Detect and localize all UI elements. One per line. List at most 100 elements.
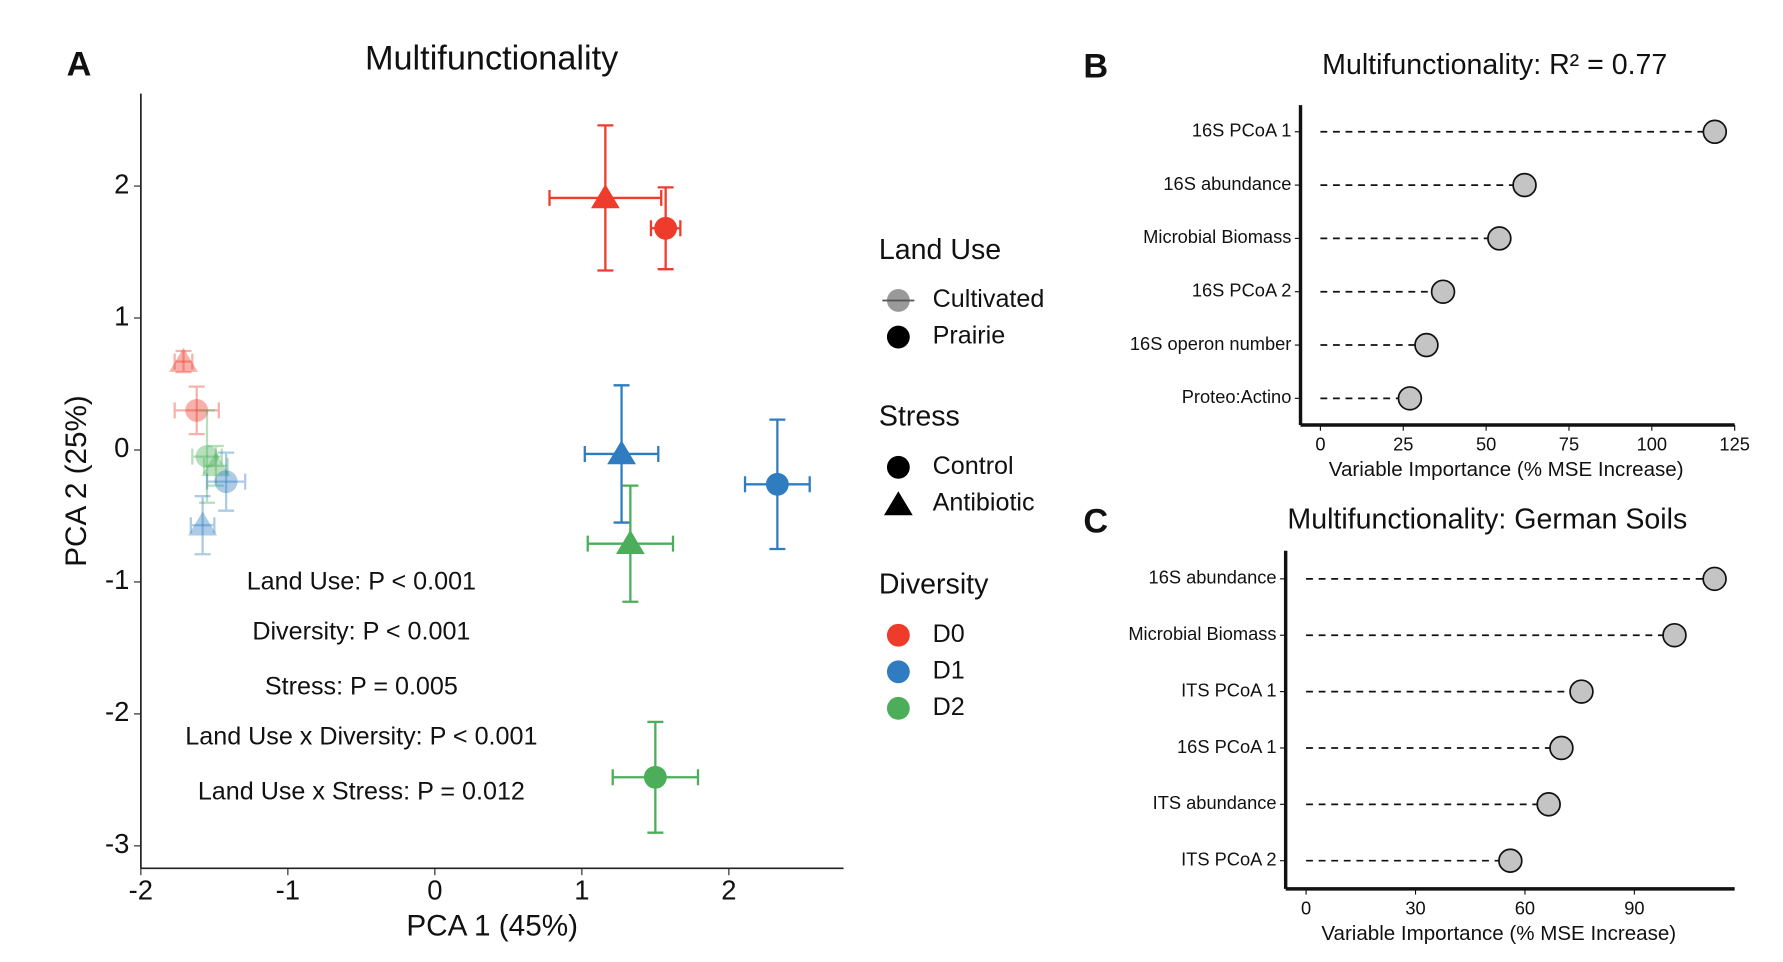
y-tick-label: Proteo:Actino: [1182, 386, 1292, 407]
annotation: Stress: P = 0.005: [265, 672, 458, 700]
point: [654, 216, 678, 240]
y-tick-label: 16S abundance: [1149, 567, 1277, 588]
y-error-bar: [188, 385, 205, 436]
y-error-bar: [207, 444, 224, 487]
x-tick-label: 90: [1624, 897, 1644, 918]
x-tick-label: 75: [1559, 433, 1579, 454]
y-error-bar: [175, 349, 192, 374]
x-error-bar: [205, 473, 247, 490]
point: [643, 765, 667, 789]
y-tick-label: 16S PCoA 2: [1192, 280, 1292, 301]
dot: [1569, 679, 1594, 704]
legend-title: Diversity: [879, 569, 989, 601]
point: [214, 470, 238, 494]
dot: [1430, 279, 1456, 305]
x-axis-title: Variable Importance (% MSE Increase): [1321, 922, 1676, 945]
x-axis-title: PCA 1 (45%): [406, 910, 578, 943]
dot: [1512, 172, 1537, 198]
legend-label: Prairie: [933, 322, 1006, 350]
x-tick-label: 125: [1719, 433, 1749, 454]
point: [615, 529, 645, 554]
annotation: Land Use: P < 0.001: [247, 567, 476, 595]
y-tick-label: -2: [105, 696, 129, 727]
chart-title: Multifunctionality: German Soils: [1287, 504, 1687, 536]
chart-title: Multifunctionality: [365, 40, 619, 78]
annotation: Land Use x Stress: P = 0.012: [198, 778, 525, 806]
point: [188, 511, 218, 536]
x-tick-label: 30: [1405, 897, 1425, 918]
y-error-bar: [218, 451, 235, 512]
legend-label: Cultivated: [933, 285, 1045, 313]
dot: [1549, 735, 1574, 761]
panel-label: C: [1083, 502, 1108, 540]
dot: [1414, 332, 1439, 358]
panel-label: A: [67, 45, 92, 83]
y-error-bar: [199, 409, 216, 504]
dot: [1498, 848, 1523, 873]
dot: [1662, 622, 1687, 648]
y-tick-label: 2: [114, 168, 129, 199]
point: [201, 452, 231, 477]
chart-title: Multifunctionality: R² = 0.77: [1322, 49, 1667, 81]
x-tick-label: 0: [427, 875, 442, 906]
dot: [1536, 792, 1561, 817]
x-tick-label: 50: [1476, 433, 1496, 454]
point: [607, 440, 636, 465]
legend-label: D2: [933, 693, 965, 721]
y-tick-label: -3: [105, 828, 129, 859]
y-tick-label: 16S PCoA 1: [1192, 120, 1292, 141]
legend-symbol: [886, 623, 910, 647]
x-axis-title: Variable Importance (% MSE Increase): [1329, 458, 1684, 481]
legend-symbol: [886, 660, 910, 684]
y-axis-title: PCA 2 (25%): [60, 395, 93, 567]
x-tick-label: 0: [1301, 897, 1311, 918]
panel-label: B: [1083, 48, 1108, 86]
legend-label: D1: [933, 656, 965, 684]
legend-symbol: [886, 696, 910, 720]
x-error-bar: [191, 448, 223, 465]
legend-label: Control: [933, 452, 1014, 480]
y-tick-label: Microbial Biomass: [1128, 623, 1276, 644]
y-tick-label: 16S operon number: [1130, 333, 1291, 354]
x-tick-label: -1: [276, 875, 300, 906]
x-error-bar: [202, 457, 229, 474]
x-tick-label: 60: [1515, 897, 1535, 918]
legend-symbol: [883, 491, 913, 516]
dot: [1397, 386, 1423, 411]
annotation: Land Use x Diversity: P < 0.001: [185, 723, 537, 751]
annotation: Diversity: P < 0.001: [252, 618, 470, 646]
y-tick-label: ITS abundance: [1153, 792, 1277, 813]
dot: [1487, 226, 1512, 251]
y-tick-label: ITS PCoA 1: [1181, 679, 1276, 700]
legend-label: D0: [933, 620, 965, 648]
dot: [1702, 566, 1727, 592]
x-tick-label: 1: [574, 875, 589, 906]
y-tick-label: 1: [114, 300, 129, 331]
x-tick-label: -2: [129, 875, 153, 906]
x-error-bar: [173, 353, 194, 370]
point: [590, 184, 620, 209]
y-tick-label: 0: [114, 432, 129, 463]
legend-title: Stress: [879, 401, 960, 433]
y-tick-label: Microbial Biomass: [1143, 226, 1291, 247]
legend-symbol: [886, 325, 910, 349]
x-tick-label: 100: [1637, 433, 1667, 454]
y-tick-label: -1: [105, 564, 129, 595]
x-error-bar: [173, 402, 220, 419]
y-tick-label: 16S PCoA 1: [1177, 736, 1277, 757]
y-tick-label: 16S abundance: [1163, 173, 1291, 194]
legend-label: Antibiotic: [933, 488, 1035, 516]
x-error-bar: [189, 517, 216, 534]
x-tick-label: 2: [721, 875, 736, 906]
point: [765, 472, 789, 496]
point: [195, 445, 219, 469]
y-error-bar: [194, 495, 211, 556]
point: [185, 398, 209, 422]
point: [169, 347, 198, 372]
dot: [1702, 119, 1728, 145]
x-tick-label: 25: [1393, 433, 1413, 454]
y-tick-label: ITS PCoA 2: [1181, 849, 1276, 870]
x-tick-label: 0: [1315, 433, 1325, 454]
